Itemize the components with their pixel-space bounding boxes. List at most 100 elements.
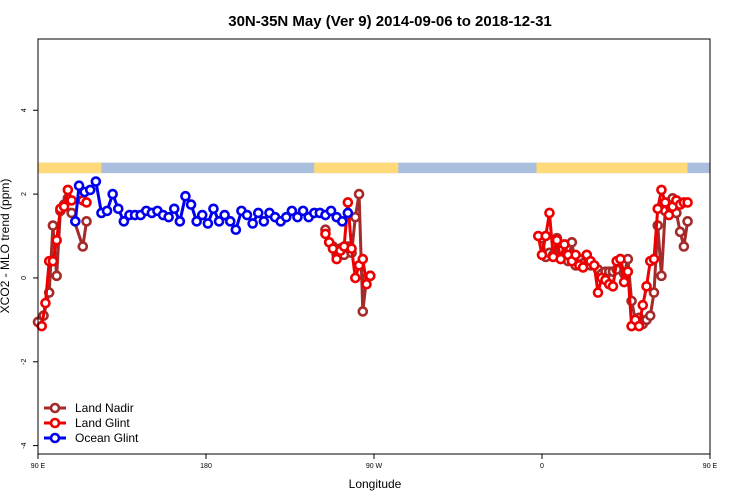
data-point (292, 211, 303, 223)
data-point (51, 234, 62, 246)
data-point (325, 205, 337, 217)
data-point (336, 216, 348, 227)
y-tick-label: -4 (21, 442, 28, 448)
y-tick-label: -2 (21, 359, 28, 365)
data-point (320, 228, 331, 240)
data-point (213, 216, 225, 227)
data-point (544, 207, 555, 219)
data-point (191, 216, 202, 227)
data-point (577, 262, 589, 273)
data-point (47, 220, 59, 231)
legend-label: Ocean Glint (75, 431, 139, 445)
data-point (648, 253, 660, 265)
data-point (241, 209, 253, 221)
data-point (536, 249, 548, 261)
data-point (678, 241, 690, 252)
data-point (663, 209, 675, 221)
data-point (81, 216, 92, 227)
data-point (551, 234, 563, 246)
y-tick-label: 2 (21, 192, 28, 196)
data-point (185, 199, 197, 210)
data-point (258, 216, 270, 227)
legend-label: Land Nadir (75, 401, 134, 415)
data-point (224, 216, 236, 227)
x-tick-label: 90 E (703, 463, 718, 470)
data-point (66, 207, 77, 219)
data-point (77, 241, 89, 252)
chart-title: 30N-35N May (Ver 9) 2014-09-06 to 2018-1… (228, 13, 552, 30)
data-point (656, 184, 667, 196)
data-point (112, 203, 124, 215)
data-point (180, 190, 191, 202)
data-point (107, 188, 118, 200)
data-point (682, 216, 693, 227)
data-point (361, 278, 372, 290)
data-point (618, 276, 630, 288)
data-point (174, 216, 186, 227)
data-point (196, 209, 208, 221)
data-point (644, 310, 656, 321)
data-point (641, 281, 652, 292)
y-tick-label: 0 (21, 276, 28, 280)
data-point (168, 203, 180, 215)
data-point (230, 224, 242, 236)
legend-marker (49, 417, 61, 429)
data-point (350, 272, 361, 284)
x-tick-label: 90 E (31, 463, 46, 470)
data-point (682, 197, 693, 208)
data-point (66, 195, 77, 206)
data-point (73, 180, 85, 192)
data-point (652, 203, 664, 215)
data-point (633, 320, 645, 332)
data-point (353, 188, 365, 200)
data-point (342, 197, 354, 208)
data-point (62, 184, 74, 196)
data-point (364, 270, 376, 282)
legend-marker (49, 432, 61, 444)
data-point (588, 260, 600, 271)
data-point (656, 270, 667, 282)
data-point (615, 253, 626, 265)
series-land-glint (36, 184, 693, 332)
data-point (81, 197, 92, 208)
data-point (70, 216, 81, 227)
data-point (51, 270, 62, 282)
land-ocean-mask (38, 162, 710, 174)
x-tick-label: 90 W (366, 463, 383, 470)
data-point (540, 230, 552, 242)
plot-frame (37, 38, 711, 455)
series-ocean-glint (70, 176, 354, 236)
x-tick-label: 180 (200, 463, 212, 470)
data-point (247, 218, 258, 229)
data-point (84, 184, 96, 196)
data-point (280, 211, 292, 223)
data-point (286, 205, 298, 217)
land-strip (314, 162, 399, 174)
legend-marker (49, 402, 61, 414)
data-point (252, 207, 264, 219)
data-point (342, 207, 354, 219)
series-layer (32, 176, 693, 332)
land-strip (38, 162, 102, 174)
data-point (357, 306, 369, 317)
data-point (674, 226, 686, 238)
data-point (559, 239, 570, 250)
data-point (118, 216, 130, 227)
data-point (36, 320, 48, 332)
data-point (350, 211, 361, 223)
data-point (346, 243, 357, 254)
data-point (648, 287, 660, 298)
data-point (607, 281, 619, 292)
data-point (163, 211, 174, 223)
y-tick-label: 4 (21, 108, 28, 112)
y-axis: -4 -2 0 2 4 (21, 108, 38, 449)
data-point (208, 203, 219, 215)
land-strip (536, 162, 688, 174)
data-point (90, 176, 102, 187)
data-point (202, 218, 214, 229)
data-point (622, 266, 634, 277)
data-point (555, 253, 566, 265)
data-point (659, 197, 671, 208)
